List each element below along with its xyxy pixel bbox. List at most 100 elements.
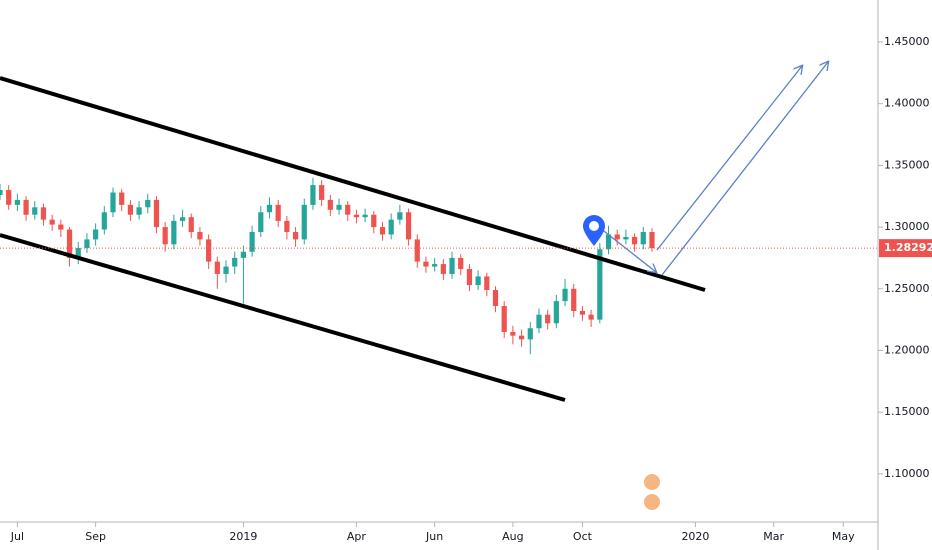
candle-body	[579, 310, 586, 315]
y-tick-label: 1.45000	[884, 35, 930, 48]
candle-body	[649, 232, 655, 249]
candle-body	[49, 219, 55, 225]
candle-body	[0, 190, 3, 195]
candle-body	[266, 204, 273, 213]
candle-body	[562, 288, 568, 302]
candle-body	[397, 212, 403, 220]
candle-body	[336, 204, 342, 210]
candle-body	[484, 276, 490, 290]
candle-body	[188, 217, 194, 232]
plot-area	[0, 177, 655, 355]
candle-body	[501, 306, 507, 332]
x-tick-label: Mar	[763, 530, 784, 543]
candle-body	[292, 232, 299, 240]
last-price-label: 1.28292	[884, 241, 932, 254]
candle-body	[631, 236, 638, 245]
x-tick-label: Sep	[85, 530, 106, 543]
candle-body	[310, 185, 316, 205]
candle-body	[597, 249, 603, 320]
candle-body	[475, 276, 481, 286]
x-tick-label: Jul	[10, 530, 24, 543]
last-price-box	[879, 239, 932, 258]
candle-body	[536, 314, 542, 329]
candle-body	[623, 236, 629, 240]
candle-body	[405, 212, 412, 240]
candle-body	[119, 192, 125, 205]
candle-body	[258, 212, 264, 232]
candle-body	[423, 261, 429, 267]
candle-body	[449, 257, 455, 274]
candle-body	[197, 232, 203, 240]
event-icon	[644, 474, 660, 490]
candle-body	[58, 224, 64, 230]
candle-body	[527, 328, 533, 340]
event-icon	[644, 494, 660, 510]
candle-body	[232, 257, 238, 267]
candle-body	[84, 239, 90, 249]
arrow	[656, 66, 802, 251]
candle-body	[14, 199, 20, 205]
arrow	[599, 227, 656, 272]
candle-body	[640, 232, 646, 245]
candle-body	[371, 214, 377, 228]
candle-body	[40, 207, 47, 220]
candle-body	[588, 314, 594, 320]
candle-body	[510, 331, 516, 336]
candle-body	[136, 207, 142, 215]
trend-line	[0, 233, 566, 402]
candle-body	[388, 219, 394, 235]
candle-body	[275, 204, 281, 221]
candle-body	[32, 207, 38, 215]
y-tick-label: 1.40000	[884, 97, 930, 110]
y-tick-label: 1.35000	[884, 158, 930, 171]
x-tick-label: Apr	[347, 530, 367, 543]
candle-body	[345, 204, 351, 215]
candle-body	[240, 251, 247, 258]
candle-body	[379, 227, 386, 235]
trend-line	[0, 76, 706, 292]
candle-body	[466, 269, 473, 286]
candle-body	[214, 261, 220, 274]
candle-body	[327, 199, 333, 210]
candle-body	[492, 290, 499, 307]
candle-body	[553, 301, 559, 324]
candle-body	[110, 192, 116, 213]
x-tick-label: Aug	[502, 530, 523, 543]
candle-body	[145, 199, 151, 208]
candle-body	[605, 234, 612, 250]
candle-body	[301, 204, 307, 240]
candle-body	[101, 212, 107, 230]
candle-body	[432, 264, 438, 267]
candle-body	[23, 199, 29, 215]
candle-body	[353, 214, 360, 218]
candle-body	[614, 234, 620, 240]
candle-body	[319, 185, 325, 200]
candle-body	[179, 217, 186, 221]
arrow	[661, 62, 828, 276]
candle-body	[518, 335, 525, 340]
y-tick-label: 1.30000	[884, 220, 930, 233]
candle-body	[171, 220, 177, 245]
y-tick-label: 1.20000	[884, 343, 930, 356]
candle-body	[249, 232, 255, 252]
candle-body	[223, 266, 229, 274]
x-tick-label: 2020	[681, 530, 709, 543]
candle-body	[93, 229, 99, 240]
candle-body	[127, 204, 134, 215]
candle-body	[545, 314, 551, 324]
candle-body	[75, 248, 81, 258]
pin-center	[589, 221, 599, 231]
candle-body	[66, 229, 73, 258]
candle-body	[440, 264, 446, 274]
x-tick-label: Oct	[573, 530, 593, 543]
y-tick-label: 1.10000	[884, 467, 930, 480]
candle-body	[284, 220, 290, 232]
candle-body	[458, 257, 464, 270]
x-tick-label: May	[832, 530, 855, 543]
y-tick-label: 1.15000	[884, 405, 930, 418]
y-tick-label: 1.25000	[884, 282, 930, 295]
x-tick-label: 2019	[229, 530, 257, 543]
x-tick-label: Jun	[425, 530, 443, 543]
candle-body	[414, 239, 420, 262]
